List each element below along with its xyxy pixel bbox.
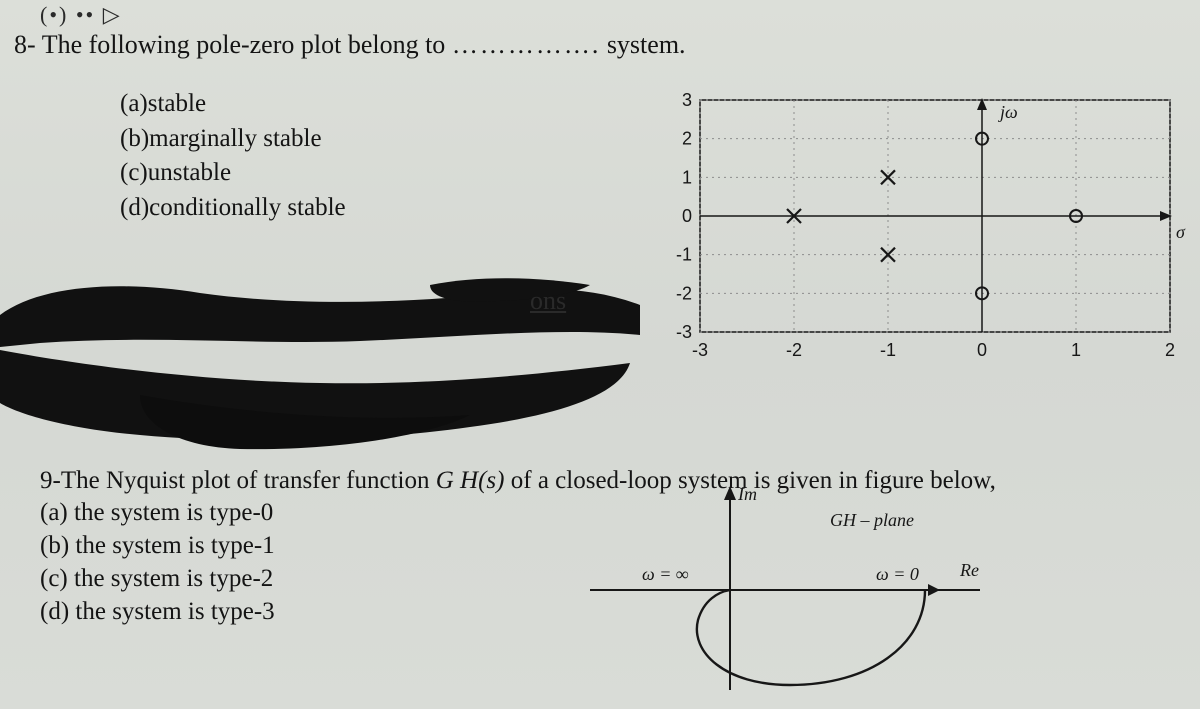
svg-text:Re: Re <box>959 560 979 580</box>
q8-suffix: system. <box>600 30 685 59</box>
q8-blank: ……………. <box>452 30 601 59</box>
svg-text:-1: -1 <box>676 245 692 265</box>
svg-text:GH – plane: GH – plane <box>830 510 914 530</box>
svg-text:0: 0 <box>682 206 692 226</box>
q9-line1-a: 9-The Nyquist plot of transfer function <box>40 467 436 494</box>
nyquist-plot: Im Re GH – plane ω = ∞ ω = 0 <box>580 480 1010 700</box>
svg-text:2: 2 <box>682 129 692 149</box>
q8-option-c: (c)unstable <box>120 157 346 190</box>
q8-prefix: 8- The following pole-zero plot belong t… <box>14 30 452 59</box>
pole-zero-plot: -3 -2 -1 0 1 2 -3 -2 -1 0 1 2 3 jω σ <box>660 92 1195 362</box>
page-top-decor: (•) •• ▷ <box>40 2 122 28</box>
svg-text:2: 2 <box>1165 340 1175 360</box>
q8-option-d: (d)conditionally stable <box>120 192 346 225</box>
svg-text:1: 1 <box>1071 340 1081 360</box>
svg-text:0: 0 <box>977 340 987 360</box>
svg-text:-3: -3 <box>676 322 692 342</box>
q8-option-a: (a)stable <box>120 88 346 121</box>
svg-text:-2: -2 <box>786 340 802 360</box>
question-8: 8- The following pole-zero plot belong t… <box>14 30 686 60</box>
svg-text:ω = ∞: ω = ∞ <box>642 564 689 584</box>
q8-option-b: (b)marginally stable <box>120 123 346 156</box>
svg-text:-1: -1 <box>880 340 896 360</box>
svg-text:1: 1 <box>682 167 692 187</box>
svg-text:ω = 0: ω = 0 <box>876 564 919 584</box>
scribble-text-fragment: ons <box>530 286 566 316</box>
svg-text:jω: jω <box>998 102 1018 122</box>
q8-options: (a)stable (b)marginally stable (c)unstab… <box>120 88 346 226</box>
svg-text:-3: -3 <box>692 340 708 360</box>
svg-text:3: 3 <box>682 92 692 110</box>
svg-text:σ: σ <box>1176 222 1186 242</box>
svg-text:Im: Im <box>737 484 757 504</box>
q9-line1-b: G H(s) <box>436 467 505 494</box>
svg-text:-2: -2 <box>676 283 692 303</box>
